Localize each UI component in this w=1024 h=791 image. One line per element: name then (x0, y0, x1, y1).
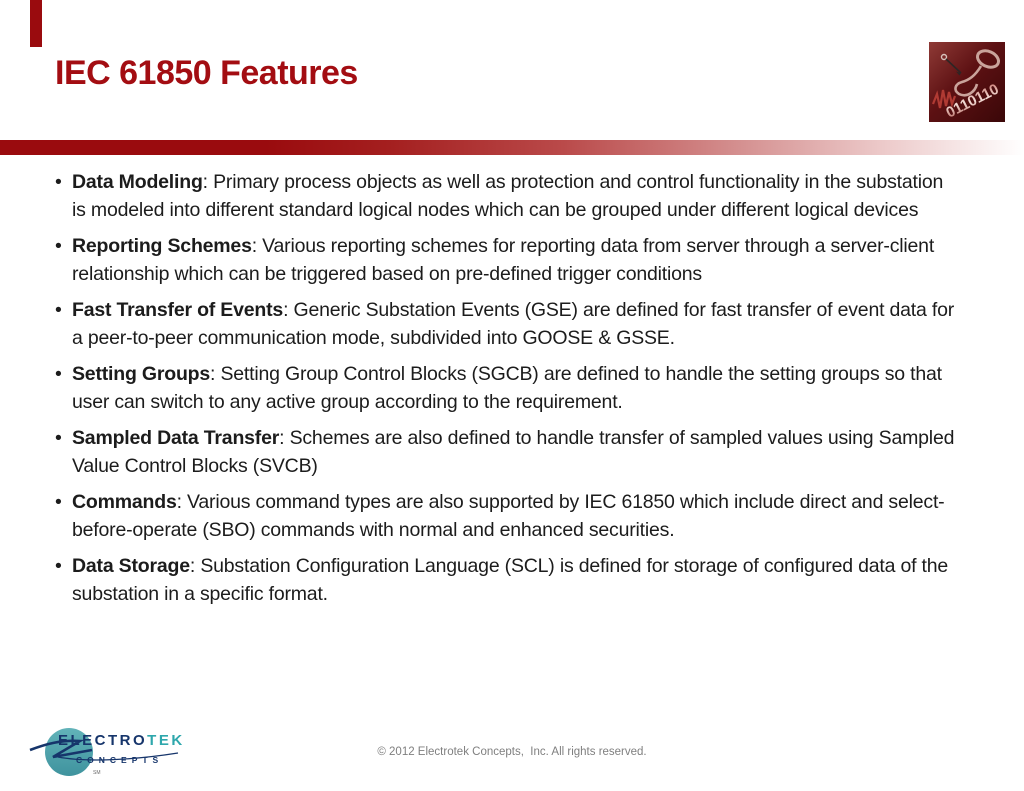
bullet-term: Reporting Schemes (72, 235, 252, 257)
copyright-text: © 2012 Electrotek Concepts, Inc. All rig… (377, 746, 647, 758)
electrotek-logo: ELECTROTEK CONCEPTS SM (28, 722, 198, 784)
bullet-text: : Setting Group Control Blocks (SGCB) ar… (72, 363, 942, 413)
bullet-icon: • (55, 363, 62, 385)
feature-list: • Data Modeling: Primary process objects… (55, 168, 962, 616)
bullet-term: Fast Transfer of Events (72, 299, 284, 321)
bullet-icon: • (55, 299, 62, 321)
title-divider-bar (0, 140, 1024, 155)
bullet-term: Data Modeling (72, 171, 203, 193)
corner-accent-bar (30, 0, 42, 47)
list-item: • Setting Groups: Setting Group Control … (55, 360, 962, 416)
page-title: IEC 61850 Features (55, 54, 358, 92)
logo-text-electro: ELECTRO (58, 732, 148, 749)
bullet-icon: • (55, 235, 62, 257)
list-item: • Data Storage: Substation Configuration… (55, 552, 962, 608)
bullet-icon: • (55, 171, 62, 193)
logo-wordmark: ELECTROTEK (58, 732, 185, 749)
bullet-term: Sampled Data Transfer (72, 427, 280, 449)
list-item: • Sampled Data Transfer: Schemes are als… (55, 424, 962, 480)
binary-stethoscope-art-icon: 0110110 (929, 42, 1005, 122)
list-item: • Fast Transfer of Events: Generic Subst… (55, 296, 962, 352)
logo-subtitle: CONCEPTS (76, 755, 164, 765)
list-item: • Data Modeling: Primary process objects… (55, 168, 962, 224)
bullet-text: : Schemes are also defined to handle tra… (72, 427, 955, 477)
bullet-term: Commands (72, 491, 177, 513)
bullet-text: : Various reporting schemes for reportin… (72, 235, 935, 285)
bullet-text: : Generic Substation Events (GSE) are de… (72, 299, 955, 349)
bullet-term: Setting Groups (72, 363, 211, 385)
logo-text-tek: TEK (147, 732, 185, 749)
bullet-text: : Substation Configuration Language (SCL… (72, 555, 949, 605)
bullet-icon: • (55, 491, 62, 513)
logo-trademark: SM (93, 770, 101, 776)
list-item: • Reporting Schemes: Various reporting s… (55, 232, 962, 288)
bullet-icon: • (55, 555, 62, 577)
bullet-icon: • (55, 427, 62, 449)
list-item: • Commands: Various command types are al… (55, 488, 962, 544)
bullet-term: Data Storage (72, 555, 190, 577)
bullet-text: : Primary process objects as well as pro… (72, 171, 944, 221)
bullet-text: : Various command types are also support… (72, 491, 945, 541)
electrotek-logo-icon (29, 728, 179, 776)
